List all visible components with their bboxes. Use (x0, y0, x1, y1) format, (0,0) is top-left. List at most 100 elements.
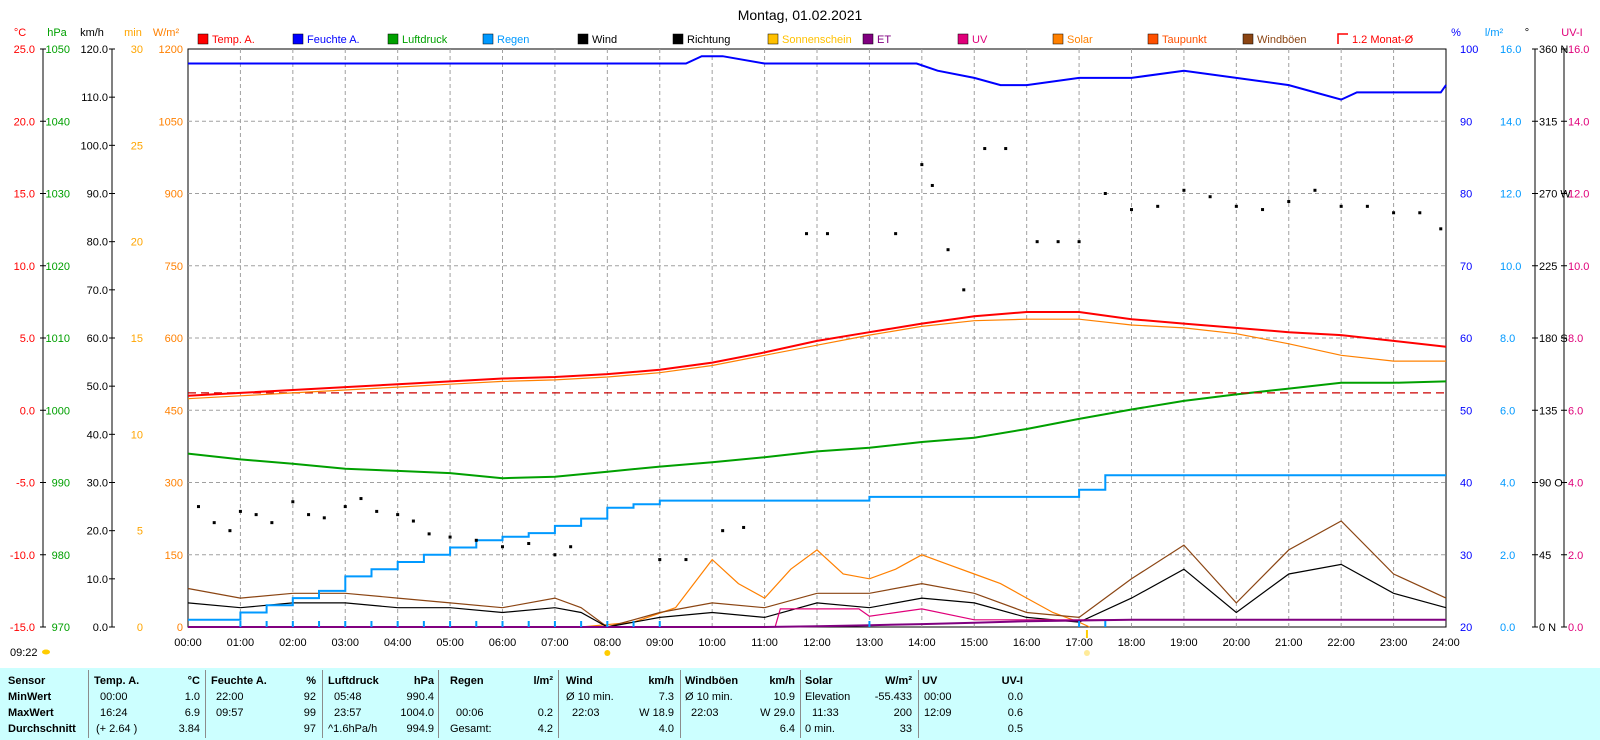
axis-pressure-tick-label: 970 (52, 622, 70, 634)
series-point-richtung (474, 538, 478, 542)
series-point-richtung (742, 525, 746, 529)
stats-avg-temp-value: 3.84 (178, 723, 200, 735)
series-point-richtung (805, 232, 809, 236)
stats-avg-rain-value: 4.2 (537, 723, 553, 735)
axis-pressure-tick-label: 1050 (46, 44, 70, 56)
series-point-richtung (427, 532, 431, 536)
rain-event-marker (318, 621, 321, 627)
stats-min-humidity-value: 92 (303, 691, 316, 703)
legend-swatch-icon (482, 33, 494, 45)
stats-min-humidity-time: 22:00 (216, 691, 244, 703)
axis-wind-tick-label: 20.0 (87, 526, 108, 538)
chart-canvas: Montag, 01.02.2021 Temp. A. Feuchte A. Luft… (10, 7, 1590, 659)
x-tick-label: 10:00 (698, 637, 726, 649)
stats-min-solar-value: -55.433 (874, 691, 912, 703)
series-point-richtung (322, 516, 326, 520)
series-point-richtung (1439, 227, 1443, 231)
series-point-richtung (196, 505, 200, 509)
rain-event-marker (553, 621, 556, 627)
legend-swatch-icon (672, 33, 684, 45)
legend-swatch-icon (197, 33, 209, 45)
x-tick-label: 06:00 (489, 637, 517, 649)
legend-label: Windböen (1257, 34, 1307, 46)
series-line-windb-en (187, 520, 1447, 628)
stats-max-humidity-value: 99 (303, 707, 316, 719)
stats-max-wind-value: W 18.9 (639, 707, 674, 719)
series-point-richtung (553, 553, 557, 557)
axis-humidity-tick-label: 50 (1460, 405, 1472, 417)
legend-swatch-icon (862, 33, 874, 45)
axis-humidity-tick-label: 100 (1460, 44, 1478, 56)
rain-event-marker (422, 621, 425, 627)
series-point-richtung (1313, 188, 1317, 192)
axis-rain-tick-label: 4.0 (1500, 478, 1515, 490)
axis-wind-tick-label: 40.0 (87, 429, 108, 441)
axis-solar-tick-label: 0 (177, 622, 183, 634)
axis-uv-tick-label: 6.0 (1568, 405, 1583, 417)
stats-header-gusts-unit: km/h (769, 675, 795, 687)
axis-temp-tick-label: 15.0 (14, 189, 35, 201)
series-point-richtung (448, 535, 452, 539)
stats-max-uv-time: 12:09 (924, 707, 952, 719)
series-point-richtung (527, 542, 531, 546)
legend-swatch-icon (1242, 33, 1254, 45)
axis-direction-tick-label: 180 S (1539, 333, 1568, 345)
rain-event-marker (1078, 621, 1081, 627)
stats-min-solar-label: Elevation (805, 691, 851, 703)
stats-min-gusts-value: 10.9 (773, 691, 795, 703)
stats-min-uv-value: 0.0 (1007, 691, 1023, 703)
axis-rain-tick-label: 2.0 (1500, 550, 1515, 562)
axis-direction-tick-label: 270 W (1539, 189, 1571, 201)
series-line-temp-a (187, 311, 1447, 397)
series-point-richtung (1418, 211, 1422, 215)
series-line-uv (188, 608, 1446, 628)
stats-max-solar-value: 200 (893, 707, 912, 719)
stats-header-rain: Regen (450, 675, 484, 687)
stats-header-pressure: Luftdruck (328, 675, 379, 687)
axis-rain-tick-label: 10.0 (1500, 261, 1521, 273)
series-point-richtung (359, 497, 363, 501)
series-point-richtung (894, 232, 898, 236)
sunset-marker (1085, 630, 1088, 638)
x-tick-label: 15:00 (960, 637, 988, 649)
axis-sunshine-tick-label: 0 (137, 622, 143, 634)
stats-min-pressure-value: 990.4 (406, 691, 434, 703)
axis-rain-tick-label: 0.0 (1500, 622, 1515, 634)
series-point-richtung (569, 545, 573, 549)
series-line-wind (187, 563, 1447, 628)
series-point-richtung (1004, 147, 1008, 151)
rain-event-marker (370, 621, 373, 627)
legend-swatch-icon (1052, 33, 1064, 45)
axis-pressure-tick-label: 1000 (46, 405, 70, 417)
stats-min-temp-value: 1.0 (184, 691, 200, 703)
stats-max-temp-value: 6.9 (184, 707, 200, 719)
axis-sunshine-tick-label: 5 (137, 526, 143, 538)
stats-avg-solar-sunshine: 0 min. (805, 723, 835, 735)
axis-wind-tick-label: 110.0 (81, 92, 108, 104)
x-tick-label: 20:00 (1223, 637, 1251, 649)
stats-avg-temp-delta: (+ 2.64 ) (96, 723, 138, 735)
axis-direction-tick-label: 45 (1539, 550, 1551, 562)
legend-label: Feuchte A. (307, 34, 360, 46)
legend-swatch-icon (767, 33, 779, 45)
series-point-richtung (1261, 208, 1265, 212)
axis-uv-tick-label: 8.0 (1568, 333, 1583, 345)
x-tick-label: 11:00 (751, 637, 778, 649)
axis-rain-unit: l/m² (1485, 27, 1504, 39)
series-point-richtung (1365, 204, 1369, 208)
divider (558, 670, 559, 738)
axis-solar-tick-label: 900 (165, 189, 183, 201)
rain-event-marker (396, 621, 399, 627)
stats-min-pressure-time: 05:48 (334, 691, 362, 703)
x-tick-label: 04:00 (384, 637, 412, 649)
series-point-richtung (1156, 204, 1160, 208)
axis-rain-tick-label: 6.0 (1500, 405, 1515, 417)
stats-avg-solar-value: 33 (899, 723, 912, 735)
stats-min-gusts-label: Ø 10 min. (685, 691, 733, 703)
stats-header-wind: Wind (566, 675, 593, 687)
stats-min-wind-label: Ø 10 min. (566, 691, 614, 703)
stats-header-uv: UV (922, 675, 938, 687)
divider (680, 670, 681, 738)
axis-solar-tick-label: 1050 (159, 116, 183, 128)
